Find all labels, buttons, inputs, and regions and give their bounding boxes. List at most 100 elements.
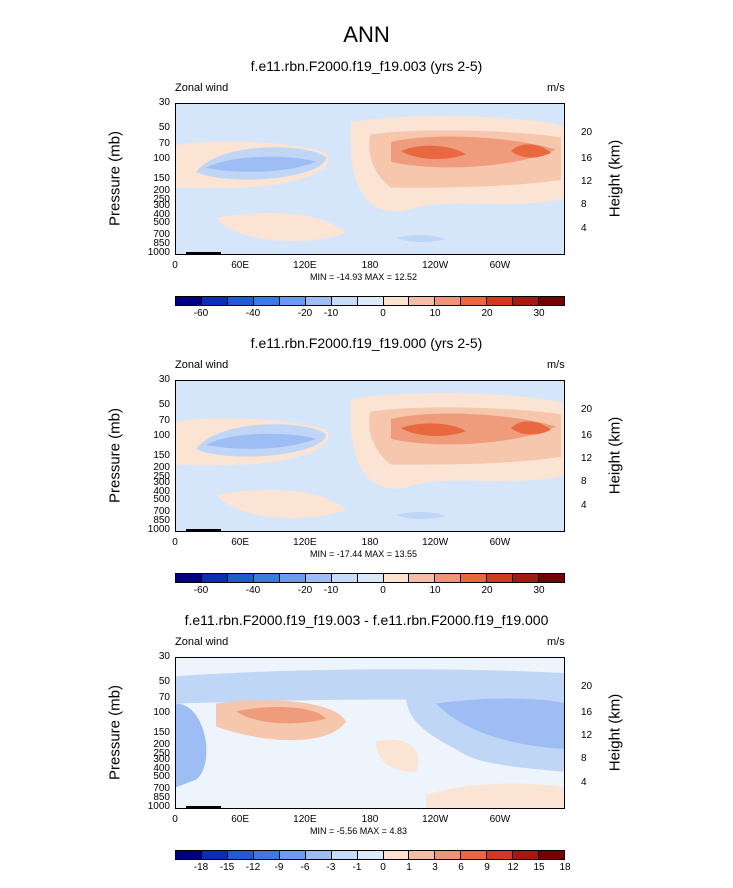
y-tick-label: 30 <box>158 97 170 108</box>
colorbar-label: -20 <box>297 585 313 596</box>
field-east-neg-core <box>436 698 564 750</box>
y-tick-label: 1000 <box>147 246 170 258</box>
y-tick-label: 850 <box>153 792 170 804</box>
field-east-jet-inner <box>391 136 556 168</box>
colorbar <box>175 296 565 306</box>
y-tick-label: 30 <box>158 374 170 385</box>
y-tick-label: 100 <box>153 153 170 165</box>
colorbar-segment <box>305 574 332 582</box>
colorbar-label: 18 <box>559 862 571 873</box>
colorbar-segment <box>435 297 462 305</box>
y-tick-label: 50 <box>158 676 170 688</box>
field-west-neg <box>176 703 207 788</box>
left-label: Zonal wind <box>175 359 229 371</box>
colorbar-segment <box>487 297 514 305</box>
x-tick-label: 120E <box>293 814 317 825</box>
colorbar-segment <box>539 851 565 859</box>
colorbar-label: -10 <box>323 585 339 596</box>
x-tick-label: 120E <box>293 260 317 271</box>
y2-tick-label: 12 <box>581 730 593 742</box>
y-tick-label: 250 <box>153 470 170 482</box>
y2-tick-label: 12 <box>581 453 593 465</box>
colorbar-label: -60 <box>193 308 209 319</box>
panel-title: f.e11.rbn.F2000.f19_f19.003 (yrs 2-5) <box>250 58 483 74</box>
x-tick-label: 180 <box>361 537 379 548</box>
x-tick-label: 120W <box>422 814 449 825</box>
colorbar <box>175 850 565 860</box>
colorbar-segment <box>201 851 228 859</box>
y-tick-label: 200 <box>153 739 170 751</box>
colorbar-segment <box>435 851 462 859</box>
field-west-core <box>206 156 316 172</box>
y-tick-label: 400 <box>153 209 170 221</box>
colorbar-label: -20 <box>297 308 313 319</box>
colorbar-label: 6 <box>458 862 464 873</box>
colorbar-segment <box>253 297 280 305</box>
y2-tick-label: 8 <box>581 198 587 210</box>
colorbar-label: -10 <box>323 308 339 319</box>
topography <box>186 529 221 531</box>
y-tick-label: 850 <box>153 238 170 250</box>
colorbar-label: -40 <box>245 585 261 596</box>
y-tick-label: 50 <box>158 122 170 134</box>
y-tick-label: 500 <box>153 494 170 506</box>
figure-title: ANN <box>343 22 390 47</box>
colorbar-segment <box>409 851 436 859</box>
colorbar-segment <box>461 574 488 582</box>
x-tick-label: 120E <box>293 537 317 548</box>
field-west-core <box>206 433 316 449</box>
y2-tick-label: 12 <box>581 176 593 188</box>
y2-axis-label: Height (km) <box>606 693 624 772</box>
colorbar-label: 20 <box>481 308 493 319</box>
x-tick-label: 180 <box>361 814 379 825</box>
colorbar-label: -12 <box>245 862 261 873</box>
y-tick-label: 150 <box>153 173 170 184</box>
y-tick-label: 70 <box>158 415 170 427</box>
plot-area <box>175 103 565 255</box>
field-low-easterly <box>396 512 446 520</box>
colorbar-label: -40 <box>245 308 261 319</box>
y-tick-label: 250 <box>153 193 170 205</box>
field-east-jet-inner <box>391 413 556 445</box>
contour-field <box>176 381 564 531</box>
colorbar-segment <box>279 574 306 582</box>
colorbar-label: 30 <box>533 585 545 596</box>
min-max-label: MIN = -5.56 MAX = 4.83 <box>310 826 408 836</box>
field-low-westerly <box>216 212 346 242</box>
colorbar-segment <box>357 574 384 582</box>
colorbar-label: 1 <box>406 862 412 873</box>
y-tick-label: 500 <box>153 771 170 783</box>
colorbar-segment <box>513 851 540 859</box>
colorbar-label: 0 <box>380 862 386 873</box>
topography <box>186 252 221 254</box>
y-tick-label: 1000 <box>147 523 170 535</box>
colorbar-segment <box>461 297 488 305</box>
y-tick-label: 200 <box>153 462 170 474</box>
x-tick-label: 60E <box>231 260 250 271</box>
y-tick-label: 300 <box>153 199 170 211</box>
x-tick-label: 120W <box>422 537 449 548</box>
colorbar-label: -3 <box>326 862 336 873</box>
colorbar-segment <box>176 297 202 305</box>
min-max-label: MIN = -14.93 MAX = 12.52 <box>310 272 418 282</box>
topography <box>186 806 221 808</box>
colorbar-segment <box>253 851 280 859</box>
field-low-westerly <box>216 489 346 519</box>
colorbar-segment <box>513 574 540 582</box>
colorbar-segment <box>201 297 228 305</box>
colorbar-label: 0 <box>380 585 386 596</box>
x-tick-label: 0 <box>172 537 178 548</box>
units-label: m/s <box>547 636 565 648</box>
y-tick-label: 100 <box>153 707 170 719</box>
field-mid-pos <box>376 739 419 772</box>
field-jet-core-1 <box>401 423 466 437</box>
y2-tick-label: 20 <box>581 127 593 139</box>
y2-axis-label: Height (km) <box>606 139 624 218</box>
y-tick-label: 700 <box>153 229 170 241</box>
panel-title: f.e11.rbn.F2000.f19_f19.003 - f.e11.rbn.… <box>184 612 549 628</box>
y2-tick-label: 8 <box>581 752 587 764</box>
colorbar-segment <box>279 851 306 859</box>
colorbar-segment <box>461 851 488 859</box>
y-tick-label: 70 <box>158 692 170 704</box>
colorbar-label: 3 <box>432 862 438 873</box>
